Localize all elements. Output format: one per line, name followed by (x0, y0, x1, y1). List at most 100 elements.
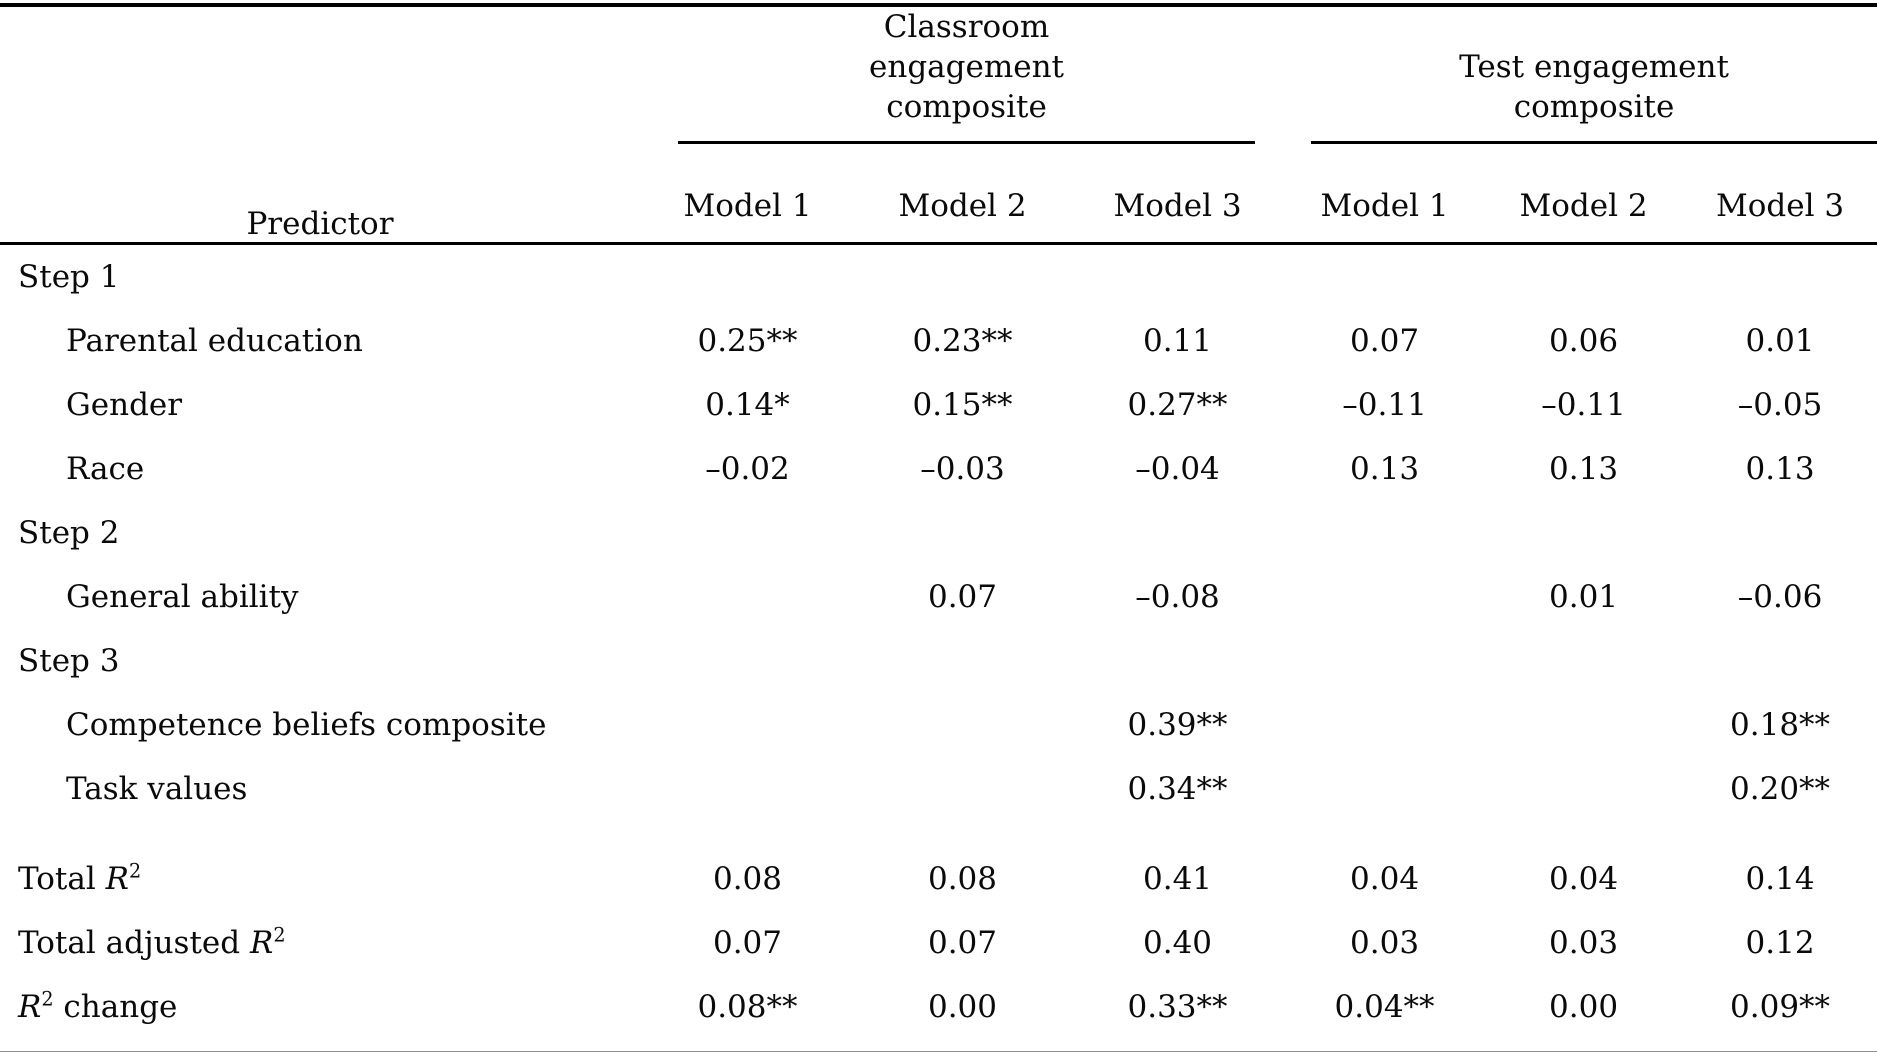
model-header-row: Model 1 Model 2 Model 3 Model 1 Model 2 Model… (0, 144, 1877, 245)
cell-value: 0.14* (705, 387, 790, 423)
cell-value: 0.33** (1127, 989, 1228, 1025)
row-label: Task values (66, 771, 248, 807)
cell-value: 0.41 (1143, 861, 1213, 897)
row-label: Race (66, 451, 145, 487)
cell-value (1285, 629, 1484, 693)
cell-value: 0.34** (1127, 771, 1228, 807)
cell-value (855, 693, 1070, 757)
cell-value: 0.25** (697, 323, 798, 359)
cell-value: 0.13 (1549, 451, 1619, 487)
table-row: Gender 0.14* 0.15** 0.27** –0.11 –0.11 –0.05 (0, 373, 1877, 437)
cell-value: –0.06 (1737, 579, 1823, 615)
cell-value: 0.00 (927, 989, 998, 1025)
cell-value: 0.13 (1350, 451, 1420, 487)
cell-value: 0.15** (912, 387, 1013, 423)
cell-value (640, 629, 855, 693)
row-label: Competence beliefs composite (66, 707, 547, 743)
cell-value (855, 757, 1070, 821)
cell-value: 0.08 (712, 861, 783, 897)
table-body: Step 1 Parental education 0.25** 0.23** 0.11… (0, 244, 1877, 1040)
cell-value (640, 693, 855, 757)
cell-value (640, 244, 855, 310)
cell-value (1285, 501, 1484, 565)
cell-value (1285, 757, 1484, 821)
table-row: Task values 0.34** 0.20** (0, 757, 1877, 821)
cell-value (1070, 501, 1285, 565)
cell-value (640, 757, 855, 821)
cell-value: 0.11 (1143, 323, 1213, 359)
table-row: R2 change 0.08** 0.00 0.33** 0.04** 0.00 0.09*… (0, 975, 1877, 1039)
predictor-label: Predictor (246, 206, 394, 242)
row-label: General ability (66, 579, 299, 615)
cell-value: 0.01 (1549, 579, 1619, 615)
table-top-rule (0, 3, 1877, 7)
cell-value (1070, 629, 1285, 693)
cell-value: 0.00 (1549, 989, 1619, 1025)
cell-value: –0.11 (1342, 387, 1427, 423)
cell-value (1484, 757, 1683, 821)
table-row: General ability 0.07 –0.08 0.01 –0.06 (0, 565, 1877, 629)
model-header-5: Model 2 (1484, 144, 1684, 245)
cell-value (1683, 244, 1877, 310)
cell-value (1484, 501, 1683, 565)
model-header-2: Model 2 (855, 144, 1070, 245)
cell-value: 0.08 (927, 861, 998, 897)
cell-value (1285, 565, 1484, 629)
group-header-row: Predictor Classroom engagement composite… (0, 7, 1877, 245)
cell-value: –0.03 (920, 451, 1005, 487)
predictor-column-header: Predictor (0, 7, 640, 245)
classroom-group-label: Classroom engagement composite (869, 9, 1065, 125)
table-row: Competence beliefs composite 0.39** 0.18** (0, 693, 1877, 757)
table-header: Predictor Classroom engagement composite… (0, 7, 1877, 245)
hierarchical-regression-table: Predictor Classroom engagement composite… (0, 7, 1877, 1039)
model-header-6: Model 3 (1683, 144, 1877, 245)
cell-value: 0.18** (1730, 707, 1831, 743)
cell-value (1484, 629, 1683, 693)
cell-value: 0.01 (1745, 323, 1815, 359)
row-label: Gender (66, 387, 183, 423)
cell-value: 0.40 (1143, 925, 1213, 961)
group-header-test-engagement: Test engagement composite (1285, 7, 1877, 144)
table-row: Step 3 (0, 629, 1877, 693)
row-label: Step 1 (18, 259, 120, 295)
table-row: Total R2 0.08 0.08 0.41 0.04 0.04 0.14 (0, 821, 1877, 911)
cell-value: 0.04 (1350, 861, 1420, 897)
cell-value: 0.07 (927, 579, 998, 615)
cell-value (1683, 501, 1877, 565)
cell-value: –0.11 (1541, 387, 1626, 423)
cell-value: 0.13 (1745, 451, 1815, 487)
cell-value: 0.07 (1350, 323, 1420, 359)
cell-value: 0.14 (1745, 861, 1815, 897)
row-label: Step 3 (18, 643, 120, 679)
cell-value: 0.23** (912, 323, 1013, 359)
cell-value: 0.09** (1730, 989, 1831, 1025)
cell-value (1683, 629, 1877, 693)
table-row: Step 1 (0, 244, 1877, 310)
cell-value (640, 565, 855, 629)
cell-value: –0.02 (705, 451, 790, 487)
cell-value: 0.20** (1730, 771, 1831, 807)
table-bottom-rule-thin (0, 1051, 1877, 1052)
cell-value: 0.07 (712, 925, 783, 961)
cell-value: –0.04 (1135, 451, 1220, 487)
cell-value: 0.03 (1549, 925, 1619, 961)
cell-value (855, 244, 1070, 310)
model-header-3: Model 3 (1070, 144, 1286, 245)
test-spanner-rule: Test engagement composite (1311, 47, 1877, 144)
cell-value: 0.04 (1549, 861, 1619, 897)
cell-value (1070, 244, 1285, 310)
model-header-1: Model 1 (640, 144, 855, 245)
cell-value: 0.04** (1334, 989, 1435, 1025)
table-row: Step 2 (0, 501, 1877, 565)
cell-value (1285, 244, 1484, 310)
test-group-label: Test engagement composite (1459, 49, 1729, 125)
row-label: Step 2 (18, 515, 120, 551)
cell-value: 0.08** (697, 989, 798, 1025)
cell-value (1484, 244, 1683, 310)
group-header-classroom-engagement: Classroom engagement composite (640, 7, 1285, 144)
model-header-4: Model 1 (1285, 144, 1485, 245)
row-label: Parental education (66, 323, 363, 359)
cell-value (855, 629, 1070, 693)
cell-value: –0.05 (1737, 387, 1823, 423)
